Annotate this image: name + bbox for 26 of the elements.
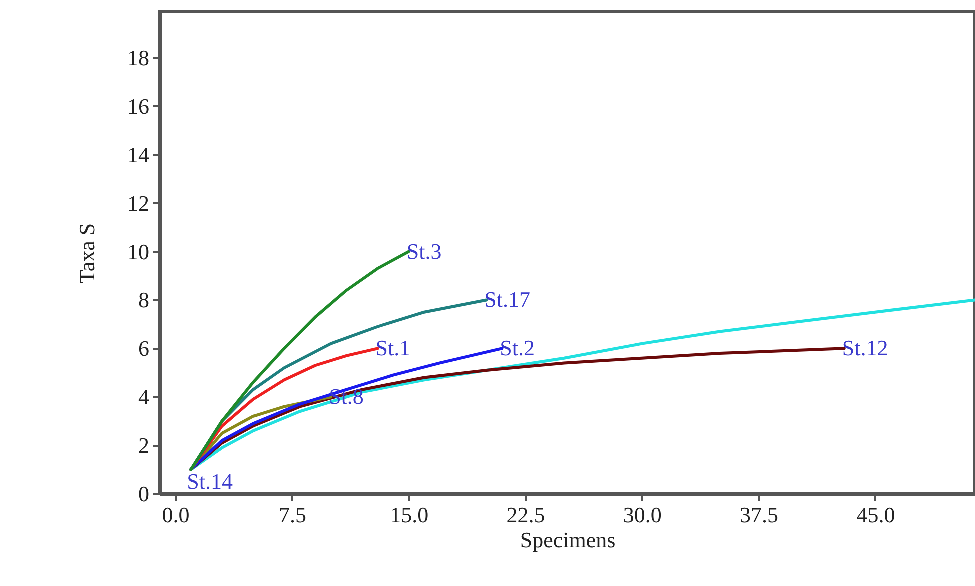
y-tick-label: 6 [138,336,150,362]
x-tick-label: 22.5 [506,502,546,528]
x-tick-label: 15.0 [390,502,429,528]
series-label: St.17 [484,287,530,312]
x-axis-title: Specimens [520,528,616,552]
y-axis-title: Taxa S [74,223,100,284]
y-tick-label: 0 [138,482,150,506]
x-tick-label: 7.5 [278,502,306,528]
series-label: St.3 [406,238,442,264]
x-tick-label: 37.5 [740,502,779,528]
y-tick-label: 2 [138,433,150,458]
y-tick-label: 14 [128,142,150,168]
annotation: St.14 [187,468,233,494]
y-tick-label: 8 [138,288,150,313]
series-label: St.8 [329,384,364,410]
series-label: St.2 [500,336,536,361]
x-tick-label: 30.0 [623,502,662,528]
y-tick-label: 12 [128,190,150,216]
y-tick-label: 16 [128,94,150,119]
y-tick-label: 10 [128,239,150,264]
y-tick-label: 18 [128,46,150,71]
series-label: St.1 [376,336,411,361]
x-tick-label: 45.0 [856,502,896,528]
x-tick-label: 0.0 [162,502,190,528]
y-tick-label: 4 [138,384,150,410]
series-label: St.12 [842,336,888,361]
